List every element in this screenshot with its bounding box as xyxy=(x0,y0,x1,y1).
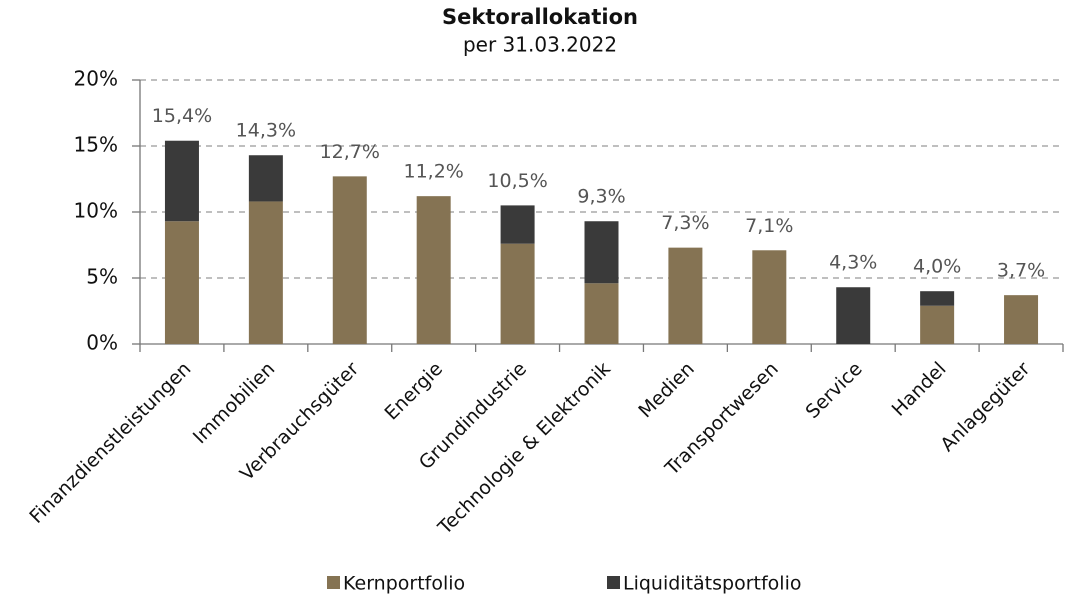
x-tick-label: Energie xyxy=(380,358,447,425)
bar-segment xyxy=(248,201,283,344)
bar-segment xyxy=(500,243,535,344)
total-label: 11,2% xyxy=(404,161,464,183)
bar-segment xyxy=(584,221,619,284)
legend-label: Liquiditätsportfolio xyxy=(623,573,801,595)
x-tick-label: Handel xyxy=(888,358,951,421)
bar-segment xyxy=(752,250,787,344)
bar-segment xyxy=(668,247,703,344)
y-tick-label: 15% xyxy=(74,133,118,157)
x-tick-label: Finanzdienstleistungen xyxy=(25,358,195,528)
x-tick-label: Medien xyxy=(634,358,698,422)
bar-segment xyxy=(164,221,199,344)
bar-segment xyxy=(920,291,955,306)
total-label: 7,1% xyxy=(745,215,793,237)
total-label: 7,3% xyxy=(661,212,709,234)
total-label: 14,3% xyxy=(236,120,296,142)
total-label: 4,0% xyxy=(913,256,961,278)
bar-segment xyxy=(332,176,367,344)
bar-segment xyxy=(500,205,535,244)
total-label: 4,3% xyxy=(829,252,877,274)
bar-segment xyxy=(1004,295,1039,344)
x-tick-label: Anlagegüter xyxy=(936,358,1034,456)
bar-segment xyxy=(248,155,283,202)
legend-swatch xyxy=(327,576,340,589)
bar-segment xyxy=(920,305,955,344)
y-tick-label: 5% xyxy=(86,265,118,289)
legend-swatch xyxy=(607,576,620,589)
y-tick-label: 0% xyxy=(86,331,118,355)
chart-title: Sektorallokation xyxy=(442,5,638,29)
total-label: 3,7% xyxy=(997,260,1045,282)
total-label: 9,3% xyxy=(577,186,625,208)
legend-label: Kernportfolio xyxy=(343,573,465,595)
bar-segment xyxy=(836,287,871,344)
x-tick-label: Immobilien xyxy=(189,358,279,448)
chart-subtitle: per 31.03.2022 xyxy=(463,33,617,57)
total-label: 10,5% xyxy=(487,170,547,192)
bar-segment xyxy=(164,140,199,222)
bar-segment xyxy=(416,196,451,344)
total-label: 12,7% xyxy=(320,141,380,163)
y-tick-label: 20% xyxy=(74,67,118,91)
bar-segment xyxy=(584,283,619,344)
y-tick-label: 10% xyxy=(74,199,118,223)
total-label: 15,4% xyxy=(152,105,212,127)
x-tick-label: Service xyxy=(801,358,866,423)
x-tick-label: Technologie & Elektronik xyxy=(433,358,615,540)
